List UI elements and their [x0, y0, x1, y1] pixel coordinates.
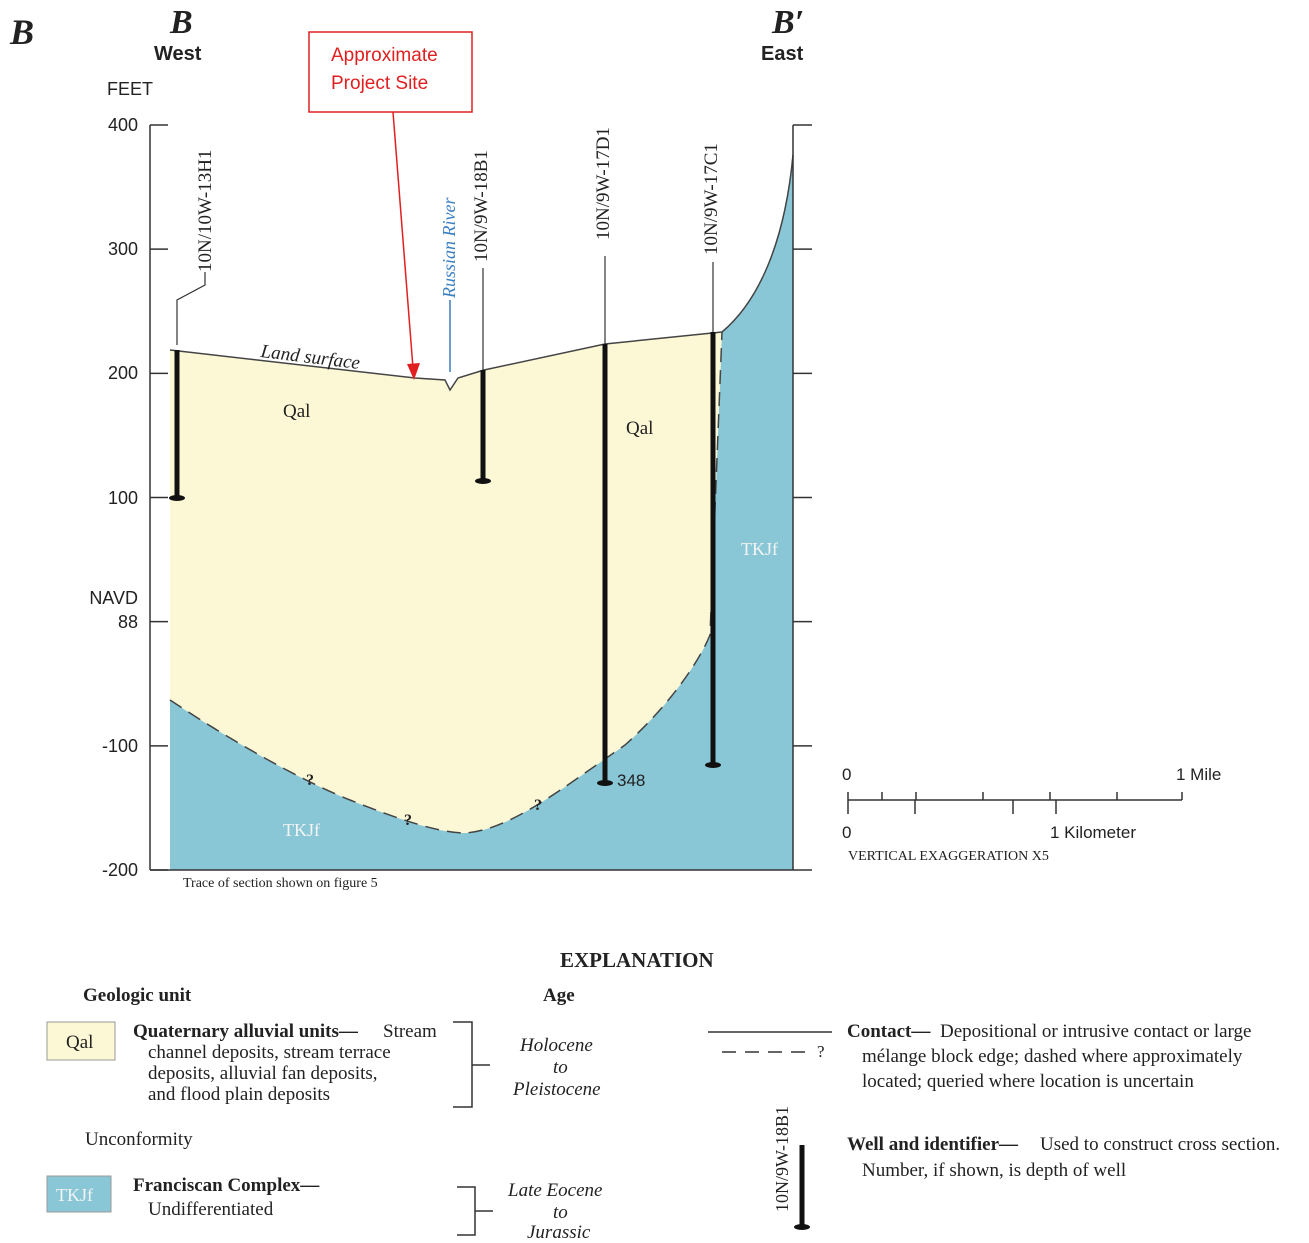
unit-text: and flood plain deposits [148, 1085, 330, 1104]
trace-note: Trace of section shown on figure 5 [183, 877, 378, 891]
bracket [457, 1187, 475, 1235]
age: Pleistocene [513, 1080, 601, 1099]
query: ? [306, 773, 314, 789]
unit-text: channel deposits, stream terrace [148, 1043, 391, 1062]
tick-label: 400 [78, 113, 138, 137]
tick-label: 200 [78, 361, 138, 385]
column-heading: Age [543, 986, 575, 1005]
scale-label: 0 [842, 824, 851, 841]
symbol-text: mélange block edge; dashed where approxi… [862, 1047, 1242, 1066]
project-box [309, 32, 472, 112]
scale-bar [848, 792, 1182, 814]
well-cap [705, 762, 721, 768]
tick-label: -100 [78, 734, 138, 758]
brackets [453, 1022, 493, 1235]
scale-label: 0 [842, 766, 851, 783]
tick-label: 100 [78, 486, 138, 510]
river-label: Russian River [440, 198, 458, 299]
unit-text: Undifferentiated [148, 1200, 273, 1219]
symbol-text: Used to construct cross section. [1040, 1135, 1280, 1154]
unit-symbol: Qal [66, 1033, 93, 1052]
query: ? [404, 813, 412, 829]
column-heading: Geologic unit [83, 986, 191, 1005]
exaggeration: VERTICAL EXAGGERATION X5 [848, 850, 1049, 864]
symbol-text: Number, if shown, is depth of well [862, 1161, 1126, 1180]
well-id: 10N/10W-13H1 [196, 150, 215, 272]
scale-label: 1 Mile [1176, 766, 1221, 783]
symbol-name: Well and identifier— [847, 1135, 1018, 1154]
well-id: 10N/9W-18B1 [472, 150, 491, 262]
age: Holocene [520, 1036, 593, 1055]
unit-symbol: TKJf [56, 1186, 93, 1204]
scale-label: 1 Kilometer [1050, 824, 1136, 841]
well-cap [597, 780, 613, 786]
query: ? [817, 1043, 825, 1060]
section-letter: B [10, 14, 34, 50]
well-depth: 348 [617, 772, 645, 789]
age: Jurassic [527, 1223, 590, 1242]
unit-text: deposits, alluvial fan deposits, [148, 1064, 378, 1083]
well-id: 10N/9W-18B1 [773, 1106, 791, 1212]
symbol-name: Contact— [847, 1022, 930, 1041]
unit-name: Quaternary alluvial units— [133, 1022, 358, 1041]
project-arrow [393, 112, 413, 368]
query: ? [534, 798, 542, 814]
symbol-text: Depositional or intrusive contact or lar… [940, 1022, 1251, 1041]
end-letter: B [170, 6, 193, 40]
unconformity: Unconformity [85, 1130, 193, 1149]
annotation: Approximate [331, 46, 438, 65]
age: Late Eocene [508, 1181, 602, 1200]
explanation-title: EXPLANATION [560, 950, 714, 971]
age: to [553, 1058, 568, 1077]
page: B B West B′ East FEET Approximate Projec… [0, 0, 1309, 1241]
unit-label: Qal [626, 419, 653, 438]
well-id: 10N/9W-17C1 [702, 143, 721, 255]
well-id: 10N/9W-17D1 [594, 127, 613, 240]
age: to [553, 1203, 568, 1222]
unit-label: Qal [283, 402, 310, 421]
tick-label: -200 [78, 858, 138, 882]
well-cap [475, 478, 491, 484]
end-letter: B′ [772, 6, 804, 40]
bracket [453, 1022, 472, 1107]
end-label: East [761, 44, 803, 64]
end-label: West [154, 44, 201, 64]
symbol-text: located; queried where location is uncer… [862, 1072, 1194, 1091]
unit-name: Franciscan Complex— [133, 1176, 319, 1195]
units-label: FEET [107, 80, 153, 98]
unit-text: Stream [383, 1022, 437, 1041]
well-cap [794, 1224, 810, 1230]
unit-label: TKJf [741, 540, 778, 558]
tick-label: 300 [78, 237, 138, 261]
leader [177, 272, 205, 345]
unit-label: TKJf [283, 821, 320, 839]
tick-label: NAVD 88 [78, 586, 138, 634]
annotation: Project Site [331, 74, 428, 93]
well-cap [169, 495, 185, 501]
